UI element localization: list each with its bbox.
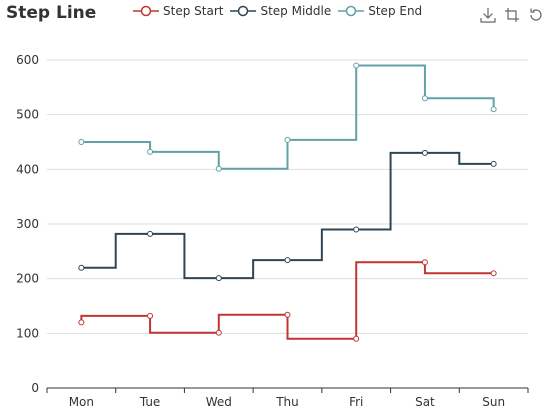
data-point [78, 319, 85, 326]
x-tick-label: Wed [206, 395, 232, 409]
data-point [147, 312, 154, 319]
legend-marker-step-end [338, 5, 365, 17]
crop-icon[interactable] [504, 7, 520, 23]
y-tick-label: 400 [16, 162, 39, 176]
legend-marker-step-middle [230, 5, 257, 17]
data-point [215, 275, 222, 282]
data-point [215, 165, 222, 172]
data-point [421, 95, 428, 102]
y-tick-label: 0 [31, 381, 39, 395]
legend-item-step-start[interactable]: Step Start [133, 4, 223, 18]
toolbox [472, 7, 544, 23]
restore-icon[interactable] [528, 7, 544, 23]
data-point [78, 264, 85, 271]
data-point [284, 257, 291, 264]
series-line-0 [80, 261, 494, 340]
legend-item-step-end[interactable]: Step End [338, 4, 422, 18]
x-tick-label: Sat [415, 395, 435, 409]
data-point [147, 230, 154, 237]
data-point [284, 311, 291, 318]
data-point [215, 329, 222, 336]
x-tick-label: Tue [139, 395, 161, 409]
y-tick-label: 100 [16, 326, 39, 340]
data-point [353, 226, 360, 233]
x-tick-label: Mon [69, 395, 94, 409]
y-tick-label: 600 [16, 53, 39, 67]
download-icon[interactable] [480, 7, 496, 23]
y-tick-label: 200 [16, 272, 39, 286]
data-point [421, 149, 428, 156]
data-point [284, 136, 291, 143]
legend-label-step-start: Step Start [163, 4, 224, 18]
legend-item-step-middle[interactable]: Step Middle [230, 4, 331, 18]
legend-marker-step-start [133, 5, 159, 17]
data-point [421, 259, 428, 266]
data-point [490, 106, 497, 113]
data-point [353, 62, 360, 69]
legend: Step Start Step Middle Step End [133, 4, 429, 18]
y-tick-label: 500 [16, 108, 39, 122]
x-tick-label: Sun [482, 395, 505, 409]
chart-title: Step Line [6, 3, 97, 23]
data-point [147, 148, 154, 155]
data-point [78, 139, 85, 145]
legend-label-step-end: Step End [368, 4, 423, 18]
y-tick-label: 300 [16, 217, 39, 231]
x-tick-label: Thu [275, 395, 299, 409]
data-point [490, 160, 497, 167]
data-point [490, 270, 497, 277]
data-point [353, 335, 360, 342]
legend-label-step-middle: Step Middle [260, 4, 332, 18]
x-tick-label: Fri [349, 395, 363, 409]
